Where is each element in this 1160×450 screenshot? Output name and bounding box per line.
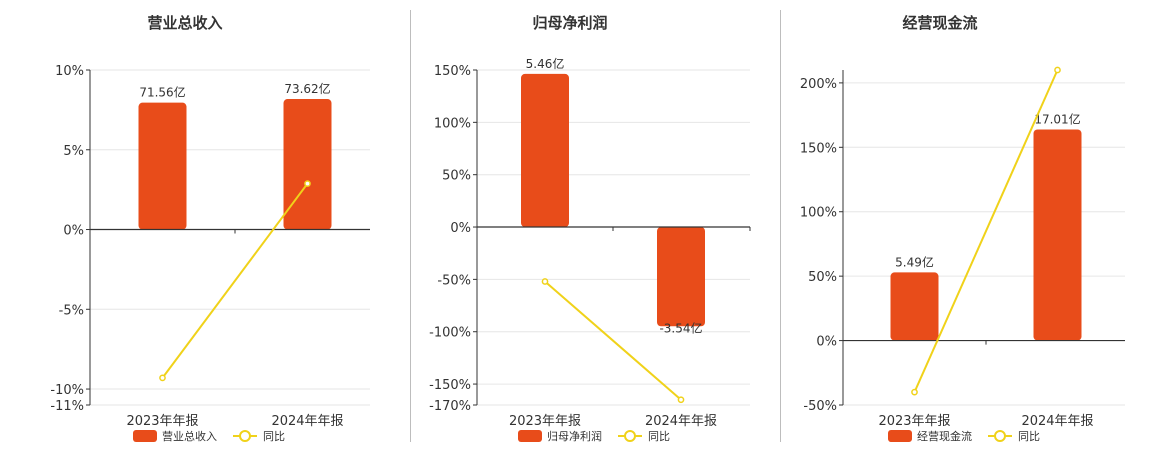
legend-line-label: 同比 [1018,430,1040,443]
y-tick-label: -10% [50,383,84,398]
chart-svg: 营业总收入 10% 5% 0% -5% -10%-11% 71.56亿 73.62亿 2023年… [50,14,370,443]
bar-data-label: 73.62亿 [284,81,330,96]
y-tick-label: -11% [50,399,84,414]
y-tick-label: -5% [59,303,84,318]
y-tick-label: 0% [816,335,837,350]
legend-bar-label: 经营现金流 [917,429,972,443]
y-tick-label: 0% [63,224,84,239]
y-tick-label: 200% [800,77,837,92]
y-tick-label: 50% [808,270,837,285]
y-tick-label: 150% [800,141,837,156]
bar [890,272,939,341]
chart-svg: 经营现金流 200% 150% 100% 50% 0% -50% 5.49亿 17.01亿 202… [800,14,1125,443]
bar-data-label: 17.01亿 [1034,111,1080,126]
net-profit-chart-panel: 归母净利润 150% 100% 50% 0% -50% -100% -150% -170% 5.4… [385,0,755,450]
chart-title: 营业总收入 [147,14,222,32]
revenue-chart-panel: 营业总收入 10% 5% 0% -5% -10% -11% 71.56亿 73.62亿 2023年… [0,0,370,450]
legend-bar-label: 归母净利润 [547,429,602,443]
legend-bar-label: 营业总收入 [162,429,217,443]
yoy-line [913,69,1059,393]
yoy-point [304,180,311,187]
legend-line-marker [624,430,636,442]
y-tick-label: -100% [429,326,471,341]
bar [283,99,332,230]
legend-bar-swatch [888,430,912,442]
y-tick-label: 100% [434,116,471,131]
legend-bar-swatch [518,430,542,442]
x-category-label: 2023年年报 [878,414,950,429]
panel-divider [780,10,781,442]
y-tick-label: -50% [803,399,837,414]
yoy-point [677,396,685,404]
chart-title: 经营现金流 [902,14,977,32]
y-tick-label: -50% [437,273,471,288]
bar [1033,129,1082,341]
x-category-label: 2024年年报 [271,414,343,429]
y-tick-label: 100% [800,206,837,221]
bar-data-label: 71.56亿 [139,85,185,100]
yoy-line [161,182,309,379]
yoy-point [541,278,549,285]
x-category-label: 2023年年报 [509,414,581,429]
bar-data-label: 5.46亿 [526,56,565,71]
x-category-label: 2024年年报 [1021,414,1093,429]
y-tick-label: 150% [434,64,471,79]
y-tick-label: 50% [442,169,471,184]
legend-line-label: 同比 [263,430,285,443]
legend: 经营现金流 同比 [888,429,1040,443]
legend: 营业总收入 同比 [133,429,285,443]
y-tick-label: 10% [55,64,84,79]
x-category-label: 2023年年报 [126,414,198,429]
legend-line-label: 同比 [648,430,670,443]
legend-line-marker [994,430,1006,442]
y-tick-label: 0% [450,221,471,236]
y-tick-label: -170% [429,399,471,414]
bar-data-label: 5.49亿 [895,254,934,269]
cash-flow-chart-panel: 经营现金流 200% 150% 100% 50% 0% -50% 5.49亿 17.01亿 202… [755,0,1125,450]
legend-bar-swatch [133,430,157,442]
bar [521,73,569,228]
yoy-point [911,388,918,396]
yoy-point [159,374,166,382]
bar-data-label: -3.54亿 [659,320,702,335]
chart-svg: 归母净利润 150% 100% 50% 0% -50% -100% -150% -170% 5.4… [429,14,751,443]
bar [138,102,187,230]
legend: 归母净利润 同比 [518,429,670,443]
yoy-line [544,280,682,401]
chart-title: 归母净利润 [532,14,607,32]
y-tick-label: 5% [63,144,84,159]
yoy-point [1054,66,1061,74]
y-tick-label: -150% [429,378,471,393]
legend-line-marker [239,430,251,442]
x-category-label: 2024年年报 [645,414,717,429]
bar [657,227,705,327]
panel-divider [410,10,411,442]
